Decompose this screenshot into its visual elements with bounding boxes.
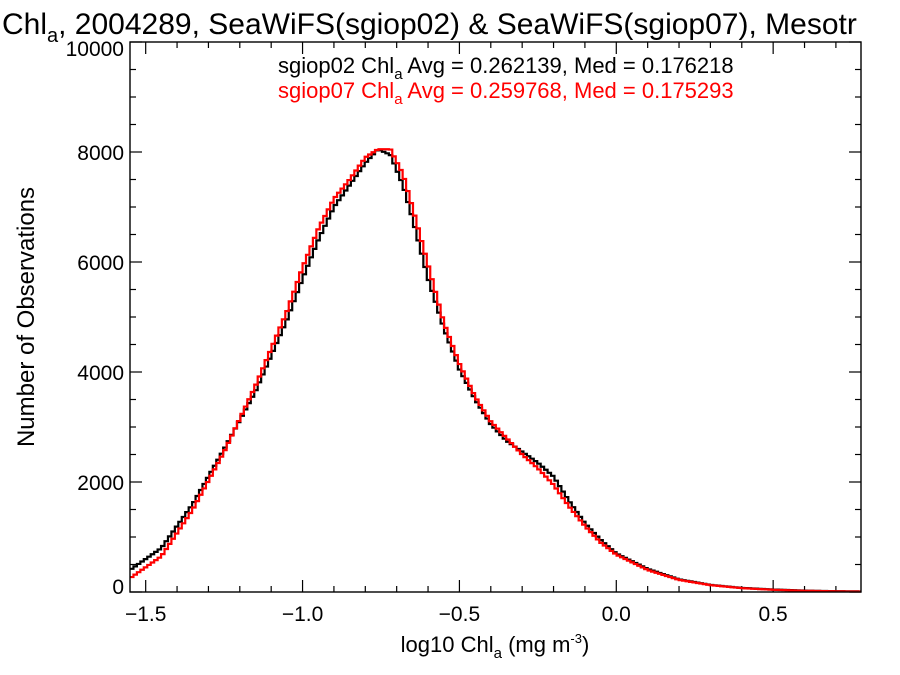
- x-axis-label: log10 Chla (mg m-3): [401, 631, 590, 662]
- x-tick-label: 0.0: [602, 603, 631, 626]
- y-tick-label: 10000: [66, 38, 124, 61]
- x-tick-label: 0.5: [759, 603, 788, 626]
- plot-frame: [129, 41, 862, 593]
- x-tick-label: −0.5: [439, 603, 480, 626]
- legend-entry-sgiop02: sgiop02 Chla Avg = 0.262139, Med = 0.176…: [278, 53, 734, 83]
- y-tick-label: 8000: [77, 142, 124, 165]
- series-line-sgiop07: [130, 148, 861, 593]
- y-tick-label: 6000: [77, 252, 124, 275]
- tick-marks: [130, 41, 861, 593]
- chart-title: Chla, 2004289, SeaWiFS(sgiop02) & SeaWiF…: [2, 8, 857, 47]
- legend-entry-sgiop07: sgiop07 Chla Avg = 0.259768, Med = 0.175…: [278, 78, 734, 108]
- x-tick-label: −1.0: [282, 603, 323, 626]
- y-tick-label: 2000: [77, 472, 124, 495]
- y-axis-label: Number of Observations: [13, 187, 40, 447]
- y-tick-label: 4000: [77, 362, 124, 385]
- tick-labels: −1.5 −1.0 −0.5 0.0 0.5 0 2000 4000 6000 8000 10000: [66, 38, 788, 626]
- series-group: [130, 148, 861, 593]
- y-tick-label: 0: [112, 576, 124, 599]
- x-tick-label: −1.5: [125, 603, 166, 626]
